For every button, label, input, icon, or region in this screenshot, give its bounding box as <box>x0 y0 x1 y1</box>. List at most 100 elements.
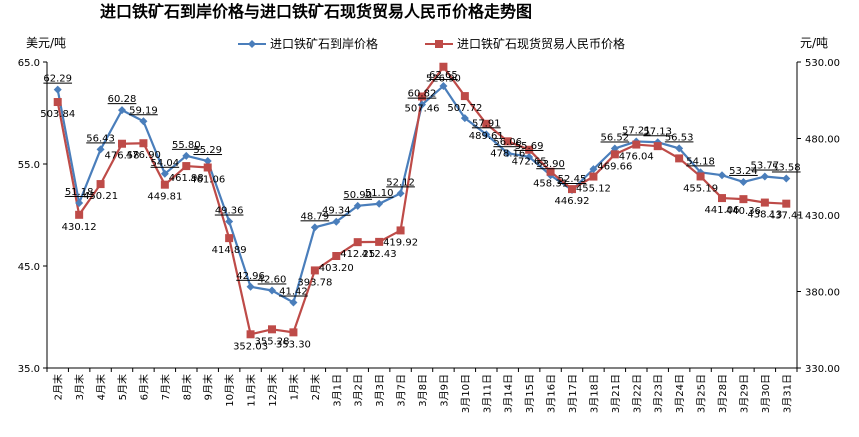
chart-title: 进口铁矿石到岸价格与进口铁矿石现货贸易人民币价格走势图 <box>100 2 532 21</box>
series-markers <box>53 62 791 339</box>
marker-square <box>118 139 126 148</box>
marker-square <box>675 154 684 163</box>
data-label-cif: 57.91 <box>472 118 501 129</box>
x-tick-label: 7月末 <box>159 374 172 400</box>
marker-diamond <box>53 85 62 94</box>
marker-square <box>396 226 405 235</box>
x-tick-label: 3月28日 <box>717 374 729 413</box>
x-tick-label: 3月22日 <box>631 374 643 413</box>
marker-diamond <box>739 177 748 186</box>
marker-square <box>632 140 641 149</box>
legend-label-cif: 进口铁矿石到岸价格 <box>270 36 378 51</box>
data-label-cif: 49.34 <box>322 206 351 217</box>
left-axis-unit: 美元/吨 <box>26 36 66 50</box>
data-label-rmb: 353.30 <box>276 339 311 350</box>
marker-diamond <box>589 165 598 174</box>
x-tick-label: 3月31日 <box>781 374 793 413</box>
marker-square <box>182 162 191 171</box>
data-label-cif: 57.21 <box>622 125 651 136</box>
data-label-cif: 62.65 <box>429 70 458 81</box>
data-label-rmb: 526.90 <box>426 74 461 85</box>
x-tick-label: 3月14日 <box>503 374 515 413</box>
marker-diamond <box>75 198 84 207</box>
marker-square <box>203 163 212 172</box>
marker-diamond <box>375 199 384 208</box>
data-label-rmb: 355.28 <box>255 336 290 347</box>
marker-square <box>739 195 748 204</box>
marker-square <box>546 167 555 176</box>
marker-diamond <box>96 145 105 154</box>
marker-square <box>418 92 426 101</box>
data-label-cif: 54.18 <box>686 156 715 167</box>
right-axis-unit: 元/吨 <box>800 36 828 50</box>
data-label-cif: 50.90 <box>343 190 372 201</box>
x-tick-label: 3月23日 <box>653 374 665 413</box>
data-label-cif: 60.28 <box>108 94 137 105</box>
data-label-rmb: 476.90 <box>126 150 161 161</box>
data-label-rmb: 503.84 <box>40 109 75 120</box>
marker-square <box>246 330 255 339</box>
x-tick-label: 3月24日 <box>674 374 686 413</box>
data-label-rmb: 489.61 <box>469 131 504 142</box>
data-label-cif: 53.24 <box>729 166 758 177</box>
data-label-cif: 56.43 <box>86 133 115 144</box>
marker-square <box>718 194 726 203</box>
data-label-cif: 56.52 <box>601 132 630 143</box>
marker-diamond <box>203 157 212 166</box>
right-tick-label: 430.00 <box>805 211 840 222</box>
marker-square <box>375 237 384 246</box>
legend-square-icon <box>435 40 443 48</box>
marker-diamond <box>460 114 469 123</box>
data-label-rmb: 438.13 <box>747 210 782 221</box>
x-tick-label: 3月8日 <box>417 374 429 407</box>
data-label-cif: 59.19 <box>129 105 158 116</box>
x-tick-label: 3月7日 <box>396 374 408 407</box>
x-tick-label: 3月16日 <box>546 374 558 413</box>
data-label-rmb: 412.43 <box>362 249 397 260</box>
data-label-rmb: 414.89 <box>212 245 247 256</box>
marker-square <box>696 172 705 181</box>
data-label-rmb: 437.41 <box>769 211 804 222</box>
marker-square <box>268 325 276 334</box>
x-tick-label: 4月末 <box>95 374 108 400</box>
legend: 进口铁矿石到岸价格 进口铁矿石现货贸易人民币价格 <box>238 36 625 51</box>
data-label-cif: 42.96 <box>236 271 265 282</box>
marker-square <box>760 198 769 207</box>
marker-diamond <box>182 151 191 160</box>
data-label-cif: 51.18 <box>65 187 94 198</box>
right-tick-label: 380.00 <box>805 288 840 299</box>
legend-label-rmb: 进口铁矿石现货贸易人民币价格 <box>457 36 625 51</box>
marker-diamond <box>418 100 426 109</box>
marker-diamond <box>139 117 148 126</box>
data-label-rmb: 458.31 <box>533 179 568 190</box>
x-tick-label: 6月末 <box>137 374 150 400</box>
data-label-cif: 41.42 <box>279 287 308 298</box>
x-tick-label: 3月30日 <box>760 374 772 413</box>
x-tick-label: 1月末 <box>287 374 300 400</box>
right-tick-label: 530.00 <box>805 58 840 69</box>
marker-diamond <box>289 298 298 307</box>
marker-diamond <box>225 217 234 226</box>
marker-square <box>332 252 341 261</box>
x-tick-label: 8月末 <box>180 374 193 400</box>
data-label-cif: 54.04 <box>151 158 180 169</box>
x-tick-label: 10月末 <box>223 374 236 407</box>
marker-diamond <box>482 130 491 139</box>
data-label-cif: 52.45 <box>558 174 587 185</box>
data-label-cif: 55.29 <box>193 145 222 156</box>
x-tick-label: 3月1日 <box>331 374 343 407</box>
marker-diamond <box>439 81 448 90</box>
marker-square <box>460 92 469 101</box>
data-label-rmb: 461.06 <box>190 174 225 185</box>
data-label-rmb: 449.81 <box>147 192 182 203</box>
data-label-rmb: 412.25 <box>340 249 375 260</box>
data-label-rmb: 393.78 <box>297 277 332 288</box>
marker-diamond <box>332 217 341 226</box>
marker-diamond <box>525 152 534 161</box>
marker-square <box>782 199 791 208</box>
data-label-rmb: 450.21 <box>83 191 118 202</box>
data-label-rmb: 478.16 <box>490 148 525 159</box>
marker-diamond <box>675 144 684 153</box>
data-label-rmb: 403.20 <box>319 263 354 274</box>
